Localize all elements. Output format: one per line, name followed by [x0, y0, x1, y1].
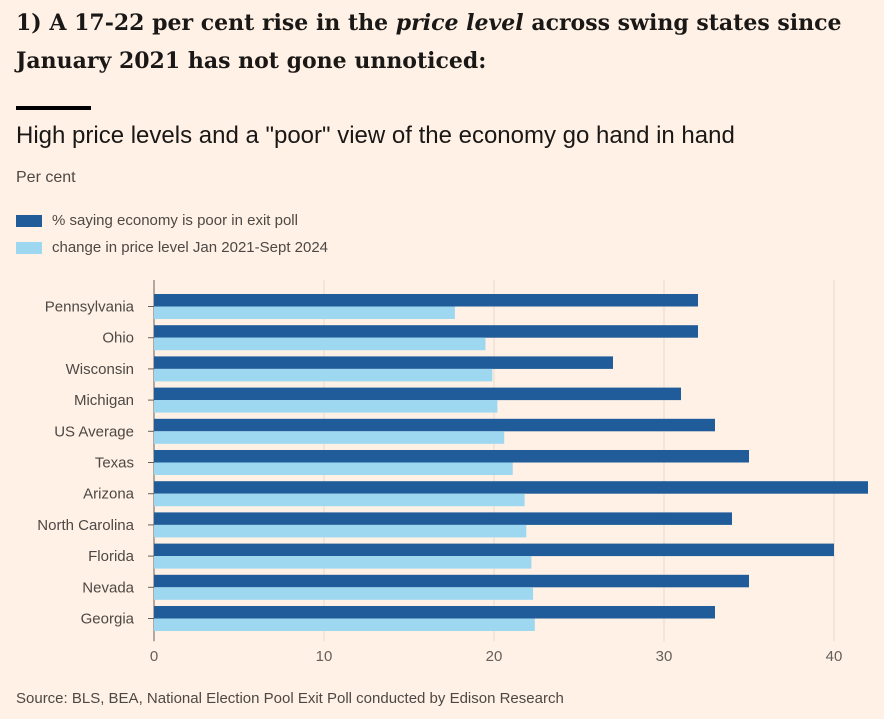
- bar-economy-poor: [154, 325, 698, 338]
- x-tick-label: 40: [826, 648, 843, 665]
- bar-price-change: [154, 462, 513, 475]
- category-label: North Carolina: [37, 517, 134, 534]
- bar-price-change: [154, 400, 498, 413]
- bar-economy-poor: [154, 606, 715, 619]
- x-tick-label: 20: [486, 648, 503, 665]
- bar-price-change: [154, 587, 534, 600]
- category-label: Ohio: [102, 330, 134, 347]
- legend-item-poor: % saying economy is poor in exit poll: [16, 207, 328, 234]
- legend-swatch-poor: [16, 214, 42, 227]
- bar-economy-poor: [154, 387, 681, 401]
- headline-emphasis: price level: [395, 10, 524, 36]
- chart-title: High price levels and a "poor" view of t…: [16, 122, 735, 149]
- category-label: US Average: [54, 423, 134, 440]
- chart-subtitle: Per cent: [16, 169, 76, 186]
- category-label: Wisconsin: [66, 361, 134, 378]
- legend-label-poor: % saying economy is poor in exit poll: [52, 212, 298, 229]
- chart-source: Source: BLS, BEA, National Election Pool…: [16, 690, 564, 707]
- bar-price-change: [154, 618, 535, 631]
- bar-economy-poor: [154, 450, 749, 463]
- bar-economy-poor: [154, 543, 834, 557]
- category-label: Michigan: [74, 392, 134, 409]
- category-label: Georgia: [81, 611, 135, 628]
- category-label: Florida: [88, 548, 135, 565]
- bar-economy-poor: [154, 574, 749, 588]
- bar-price-change: [154, 306, 455, 319]
- bar-economy-poor: [154, 294, 698, 307]
- category-label: Texas: [95, 455, 134, 472]
- bar-price-change: [154, 493, 525, 507]
- category-label: Arizona: [83, 486, 135, 503]
- bar-price-change: [154, 556, 532, 569]
- bar-economy-poor: [154, 512, 732, 525]
- headline-text-part1: 1) A 17-22 per cent rise in the: [16, 10, 396, 36]
- legend-item-price: change in price level Jan 2021-Sept 2024: [16, 234, 328, 261]
- category-label: Nevada: [82, 579, 134, 596]
- legend-label-price: change in price level Jan 2021-Sept 2024: [52, 239, 329, 256]
- x-tick-label: 0: [150, 648, 158, 665]
- chart-legend: % saying economy is poor in exit poll ch…: [16, 207, 328, 261]
- x-tick-label: 30: [656, 648, 673, 665]
- bar-price-change: [154, 337, 486, 351]
- bar-economy-poor: [154, 356, 613, 369]
- category-label: Pennsylvania: [45, 299, 135, 316]
- bar-price-change: [154, 368, 493, 382]
- article-headline: 1) A 17-22 per cent rise in the price le…: [16, 4, 876, 80]
- legend-swatch-price: [16, 241, 42, 254]
- bar-price-change: [154, 524, 527, 538]
- bar-chart: Pennsylvania Ohio Wisconsin Michigan US Aver…: [37, 280, 868, 665]
- headline-text-part2: across swing states since January 2021 h…: [16, 10, 842, 74]
- x-tick-label: 10: [316, 648, 333, 665]
- title-rule: [16, 106, 91, 110]
- bar-economy-poor: [154, 481, 868, 494]
- bar-economy-poor: [154, 418, 715, 432]
- bar-price-change: [154, 431, 505, 444]
